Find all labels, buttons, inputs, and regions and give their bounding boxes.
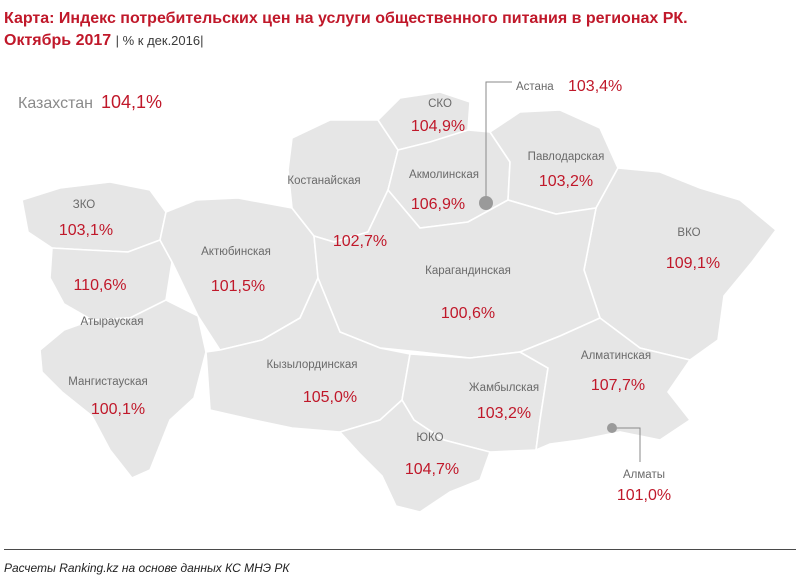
value-almaty: 101,0% [617, 487, 671, 504]
astana-dot [479, 196, 493, 210]
label-aktobe: Актюбинская [201, 246, 271, 258]
region-mangistau [39, 299, 207, 479]
title-period: Октябрь 2017 [4, 32, 112, 49]
value-atyrau: 110,6% [73, 277, 126, 294]
label-astana: Астана [516, 81, 554, 93]
value-pavlodar: 103,2% [539, 173, 593, 190]
region-almaty [518, 317, 692, 452]
value-aktobe: 101,5% [211, 278, 265, 295]
label-akmola: Акмолинская [409, 169, 479, 181]
label-pavlodar: Павлодарская [528, 151, 605, 163]
label-zko: ЗКО [73, 199, 96, 211]
value-yuko: 104,7% [405, 461, 459, 478]
title-unit-note: | % к дек.2016| [115, 33, 204, 48]
astana-leader-line [485, 81, 512, 203]
source-footer: Расчеты Ranking.kz на основе данных КС М… [4, 561, 290, 575]
title-line-1: Карта: Индекс потребительских цен на усл… [4, 10, 688, 27]
label-yuko: ЮКО [416, 432, 443, 444]
label-sko: СКО [428, 98, 452, 110]
value-kyzylorda: 105,0% [303, 389, 357, 406]
label-zhambyl: Жамбылская [469, 382, 539, 394]
label-karaganda: Карагандинская [425, 265, 511, 277]
label-almaty: Алматы [623, 469, 665, 481]
national-value: 104,1% [100, 92, 163, 112]
footer-divider [4, 549, 796, 550]
value-vko: 109,1% [666, 255, 720, 272]
value-karaganda: 100,6% [441, 305, 495, 322]
label-mangistau: Мангистауская [68, 376, 148, 388]
value-kostanay: 102,7% [333, 233, 387, 250]
value-mangistau: 100,1% [91, 401, 145, 418]
national-name: Казахстан [18, 95, 93, 112]
label-kyzylorda: Кызылординская [266, 359, 357, 371]
label-almaty-region: Алматинская [581, 350, 651, 362]
region-yuko [338, 398, 492, 513]
label-kostanay: Костанайская [287, 175, 360, 187]
value-almaty-region: 107,7% [591, 377, 645, 394]
map-title: Карта: Индекс потребительских цен на усл… [4, 8, 794, 52]
label-vko: ВКО [677, 227, 700, 239]
value-akmola: 106,9% [411, 196, 465, 213]
value-zhambyl: 103,2% [477, 405, 531, 422]
title-line-2: Октябрь 2017 | % к дек.2016| [4, 30, 794, 52]
almaty-leader-line [612, 427, 641, 462]
region-zko [21, 181, 167, 253]
value-astana: 103,4% [568, 78, 622, 95]
label-atyrau: Атырауская [81, 316, 144, 328]
national-index: Казахстан 104,1% [18, 92, 162, 113]
value-sko: 104,9% [411, 118, 465, 135]
value-zko: 103,1% [59, 222, 113, 239]
almaty-dot [607, 423, 617, 433]
